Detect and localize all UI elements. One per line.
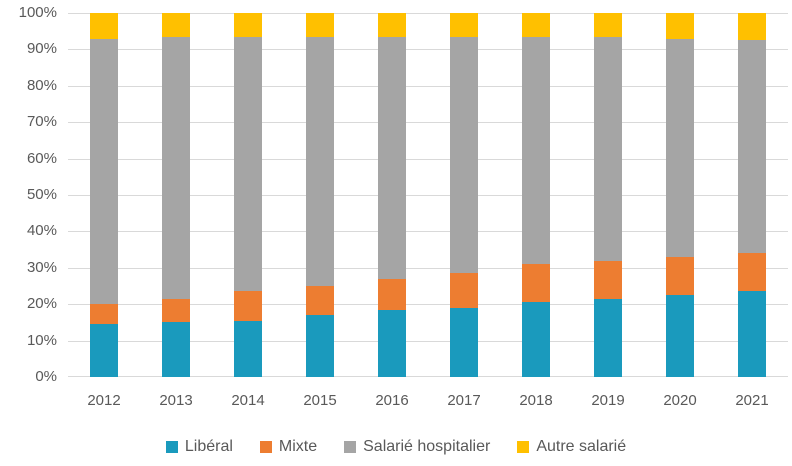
legend-item-salarie-hospitalier: Salarié hospitalier (344, 438, 490, 456)
bar-2014 (234, 13, 262, 377)
bar-segment-salarie-hospitalier (162, 36, 190, 299)
bar-segment-autre-salarie (666, 13, 694, 39)
gridline (68, 122, 788, 124)
bar-segment-liberal (90, 324, 118, 377)
bar-2012 (90, 13, 118, 377)
y-axis-label: 10% (26, 331, 57, 349)
gridline (68, 195, 788, 196)
bar-segment-mixte (162, 298, 190, 323)
legend-label: Mixte (278, 438, 318, 455)
legend-swatch-icon (259, 441, 272, 453)
bar-segment-salarie-hospitalier (90, 38, 118, 305)
bar-segment-liberal (162, 322, 190, 377)
bar-segment-liberal (594, 298, 622, 377)
y-axis-label: 0% (35, 368, 57, 385)
y-axis-label: 100% (18, 4, 57, 21)
bar-segment-salarie-hospitalier (594, 36, 622, 261)
legend-swatch-icon (344, 441, 357, 453)
legend-label: Autre salarié (536, 438, 627, 455)
gridline (68, 340, 788, 342)
x-axis-label: 2018 (519, 392, 553, 409)
bar-segment-salarie-hospitalier (666, 38, 694, 257)
bar-segment-salarie-hospitalier (306, 36, 334, 287)
bar-segment-autre-salarie (594, 13, 622, 37)
bar-segment-mixte (306, 286, 334, 316)
bar-2013 (162, 13, 190, 377)
bar-2021 (738, 13, 766, 377)
y-axis-label: 80% (26, 76, 57, 94)
bar-2016 (378, 13, 406, 377)
bar-segment-autre-salarie (522, 13, 550, 37)
bar-segment-salarie-hospitalier (450, 36, 478, 274)
gridline (68, 304, 788, 306)
gridline (68, 85, 788, 87)
bar-segment-liberal (306, 315, 334, 377)
bar-segment-liberal (522, 302, 550, 377)
x-axis-label: 2015 (303, 392, 337, 409)
y-axis-label: 30% (26, 258, 57, 276)
bar-segment-mixte (738, 253, 766, 292)
x-axis-label: 2013 (159, 392, 193, 409)
legend-swatch-icon (165, 441, 178, 453)
x-axis-label: 2019 (591, 392, 625, 409)
bar-2018 (522, 13, 550, 377)
bar-2017 (450, 13, 478, 377)
y-axis-label: 60% (26, 149, 57, 167)
bar-segment-salarie-hospitalier (738, 40, 766, 254)
bar-segment-mixte (522, 264, 550, 303)
bar-segment-liberal (450, 307, 478, 377)
bar-segment-mixte (594, 260, 622, 299)
legend-item-liberal: Libéral (165, 438, 233, 456)
x-axis-label: 2014 (231, 392, 265, 409)
bar-2019 (594, 13, 622, 377)
x-axis-label: 2012 (87, 392, 121, 409)
x-axis-label: 2016 (375, 392, 409, 409)
legend-label: Salarié hospitalier (363, 438, 491, 455)
legend-label: Libéral (184, 438, 233, 455)
bar-segment-liberal (738, 291, 766, 377)
gridline (68, 376, 788, 377)
legend-item-mixte: Mixte (259, 438, 318, 456)
y-axis-label: 40% (26, 222, 57, 240)
y-axis-label: 70% (26, 113, 57, 131)
bar-segment-salarie-hospitalier (378, 36, 406, 279)
x-axis-label: 2017 (447, 392, 481, 409)
bar-segment-autre-salarie (738, 13, 766, 41)
bar-segment-autre-salarie (306, 13, 334, 37)
x-axis-label: 2021 (735, 392, 769, 409)
bar-2020 (666, 13, 694, 377)
bar-segment-liberal (666, 295, 694, 377)
y-axis-label: 20% (26, 295, 57, 313)
bar-segment-liberal (234, 320, 262, 377)
gridline (68, 49, 788, 51)
bar-segment-liberal (378, 309, 406, 377)
y-axis-label: 90% (26, 40, 57, 58)
bar-segment-salarie-hospitalier (234, 36, 262, 292)
legend: Libéral Mixte Salarié hospitalier Autre sal… (0, 438, 792, 456)
gridline (68, 158, 788, 160)
bar-segment-autre-salarie (450, 13, 478, 37)
legend-item-autre-salarie: Autre salarié (517, 438, 626, 456)
plot-area (68, 13, 788, 377)
bar-segment-mixte (234, 291, 262, 321)
bar-segment-autre-salarie (90, 13, 118, 39)
bar-segment-salarie-hospitalier (522, 36, 550, 265)
gridline (68, 231, 788, 233)
bar-segment-mixte (450, 273, 478, 308)
bar-segment-autre-salarie (234, 13, 262, 37)
bar-segment-autre-salarie (378, 13, 406, 37)
gridline (68, 13, 788, 14)
gridline (68, 267, 788, 269)
legend-swatch-icon (517, 441, 530, 453)
y-axis-label: 50% (26, 186, 57, 203)
x-axis-label: 2020 (663, 392, 697, 409)
bar-segment-autre-salarie (162, 13, 190, 37)
bar-segment-mixte (378, 278, 406, 310)
bar-segment-mixte (666, 256, 694, 296)
bar-2015 (306, 13, 334, 377)
bar-segment-mixte (90, 304, 118, 325)
